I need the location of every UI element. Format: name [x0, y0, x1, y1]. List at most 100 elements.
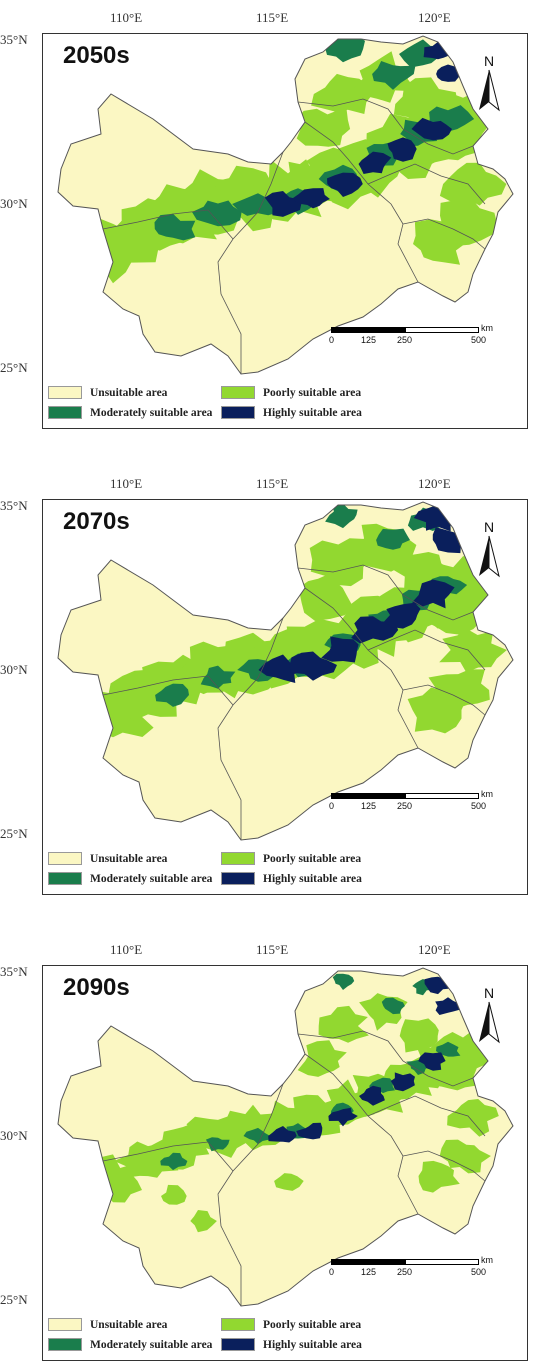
- scale-bar: 0 125 250 500 km: [329, 789, 493, 817]
- suitability-patch: [413, 219, 465, 265]
- lat-tick: 25°N: [0, 826, 28, 841]
- lat-tick: 30°N: [0, 196, 28, 211]
- suitability-patch: [372, 61, 416, 90]
- lon-tick: 120°E: [418, 476, 451, 491]
- legend-unsuitable: Unsuitable area: [48, 852, 167, 865]
- suitability-patch: [161, 1184, 187, 1205]
- province-border: [102, 209, 234, 240]
- suitability-patch: [155, 683, 189, 707]
- suitability-patch: [318, 1005, 369, 1043]
- lon-tick: 120°E: [418, 942, 451, 957]
- svg-text:N: N: [484, 985, 494, 1001]
- map-frame: 2070s N 0 125 250 500 km Unsuitable area…: [42, 499, 528, 895]
- suitability-patch: [268, 1126, 297, 1143]
- suitability-patch: [200, 665, 236, 689]
- province-border: [402, 684, 486, 716]
- lon-tick: 115°E: [256, 476, 289, 491]
- period-label: 2070s: [63, 508, 130, 535]
- map-panel: 110°E 115°E 120°E 35°N 30°N 25°N 2050s N…: [0, 0, 550, 430]
- suitability-patch: [321, 636, 359, 663]
- province-border: [102, 1141, 234, 1172]
- province-border: [297, 98, 474, 155]
- province-border: [367, 629, 486, 671]
- scale-label: 0: [329, 801, 335, 811]
- scale-unit: km: [481, 789, 493, 799]
- scale-label: 125: [361, 335, 377, 345]
- suitability-patch: [418, 1052, 446, 1071]
- scale-label: 125: [361, 801, 377, 811]
- suitability-patch: [416, 122, 487, 163]
- province-border: [367, 1095, 486, 1137]
- province-border: [304, 121, 419, 283]
- suitability-patch: [264, 191, 302, 217]
- suitability-patch: [418, 1160, 460, 1193]
- legend-poorly: Poorly suitable area: [221, 386, 361, 399]
- lat-tick: 25°N: [0, 1292, 28, 1307]
- scale-label: 0: [329, 335, 335, 345]
- suitability-patch: [436, 1041, 461, 1057]
- scale-unit: km: [481, 1255, 493, 1265]
- suitability-patch: [439, 628, 507, 673]
- lon-tick: 110°E: [110, 10, 143, 25]
- lat-tick: 35°N: [0, 964, 28, 979]
- suitability-patch: [399, 1018, 439, 1053]
- scale-label: 250: [397, 335, 413, 345]
- scale-label: 500: [471, 801, 487, 811]
- legend-highly: Highly suitable area: [221, 1338, 362, 1351]
- province-border: [367, 163, 486, 205]
- province-border: [304, 1053, 419, 1215]
- legend-moderately: Moderately suitable area: [48, 406, 212, 419]
- suitability-patch: [381, 997, 405, 1015]
- suitability-patch: [383, 602, 421, 629]
- scale-bar: 0 125 250 500 km: [329, 323, 493, 351]
- suitability-patch: [412, 579, 455, 609]
- suitability-patch: [407, 687, 466, 734]
- lat-tick: 35°N: [0, 498, 28, 513]
- suitability-patch: [387, 137, 417, 162]
- north-arrow-icon: N: [479, 985, 500, 1044]
- lon-tick: 110°E: [110, 942, 143, 957]
- region-outline: [57, 35, 514, 375]
- province-border: [102, 675, 234, 706]
- lat-tick: 30°N: [0, 662, 28, 677]
- scale-label: 250: [397, 1267, 413, 1277]
- svg-text:N: N: [484, 519, 494, 535]
- suitability-patch: [332, 973, 355, 990]
- suitability-patch: [359, 1085, 385, 1106]
- period-label: 2090s: [63, 974, 130, 1001]
- scale-unit: km: [481, 323, 493, 333]
- legend-poorly: Poorly suitable area: [221, 852, 361, 865]
- suitability-patch: [190, 1210, 217, 1233]
- lat-tick: 30°N: [0, 1128, 28, 1143]
- suitability-patch: [311, 73, 373, 114]
- suitability-patch: [428, 1063, 479, 1091]
- suitability-patch: [274, 1173, 304, 1191]
- province-border: [217, 151, 284, 374]
- suitability-patch: [328, 1107, 358, 1127]
- province-border: [402, 1150, 486, 1182]
- lon-tick: 120°E: [418, 10, 451, 25]
- north-arrow-icon: N: [479, 53, 500, 112]
- map-frame: 2050s N 0 125 250 500 km Unsuitable area…: [42, 33, 528, 429]
- map-panel: 110°E 115°E 120°E 35°N 30°N 25°N 2070s N…: [0, 466, 550, 896]
- suitability-map: [57, 501, 514, 841]
- map-frame: 2090s N 0 125 250 500 km Unsuitable area…: [42, 965, 528, 1361]
- scale-bar: 0 125 250 500 km: [329, 1255, 493, 1283]
- scale-label: 500: [471, 1267, 487, 1277]
- suitability-patch: [376, 528, 410, 550]
- svg-text:N: N: [484, 53, 494, 69]
- suitability-patch: [300, 573, 353, 621]
- scale-label: 125: [361, 1267, 377, 1277]
- lat-tick: 25°N: [0, 360, 28, 375]
- suitability-patch: [439, 1139, 491, 1174]
- legend-highly: Highly suitable area: [221, 872, 362, 885]
- map-panel: 110°E 115°E 120°E 35°N 30°N 25°N 2090s N…: [0, 932, 550, 1362]
- province-border: [297, 564, 474, 621]
- province-border: [402, 218, 486, 250]
- suitability-patch: [358, 151, 392, 174]
- region-outline: [57, 967, 514, 1307]
- suitability-patch: [439, 162, 507, 206]
- province-border: [297, 1030, 474, 1087]
- suitability-patch: [296, 1122, 323, 1140]
- suitability-patch: [291, 188, 330, 209]
